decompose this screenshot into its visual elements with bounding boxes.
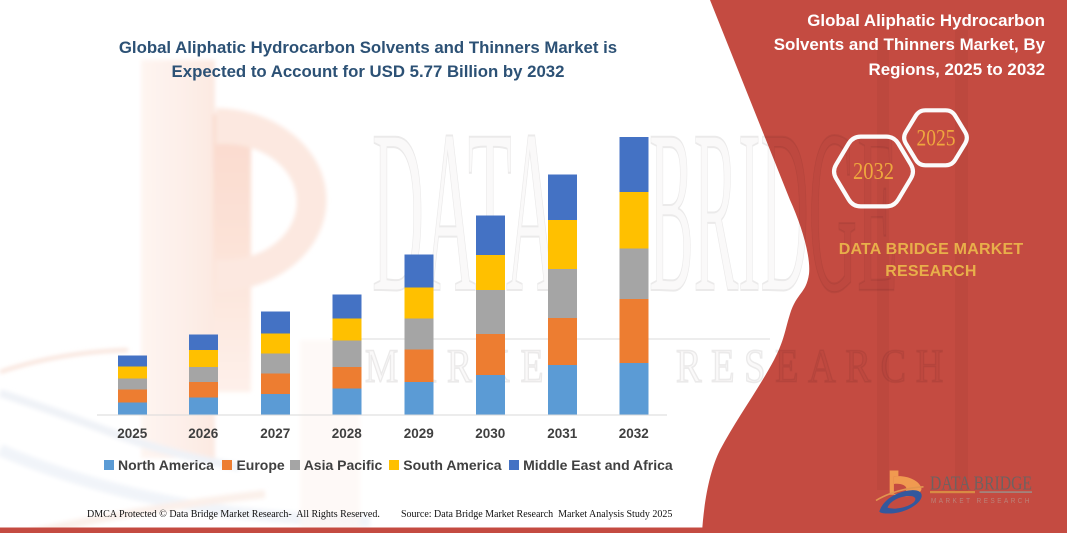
svg-text:MARKET: MARKET (365, 340, 588, 393)
svg-text:2025: 2025 (917, 126, 956, 152)
svg-text:2026: 2026 (188, 426, 219, 441)
svg-text:2030: 2030 (475, 426, 505, 441)
svg-text:2027: 2027 (260, 426, 290, 441)
svg-text:2032: 2032 (619, 426, 649, 441)
svg-text:2031: 2031 (547, 426, 578, 441)
svg-text:2029: 2029 (404, 426, 434, 441)
svg-text:2032: 2032 (853, 158, 894, 185)
svg-text:DATA BRIDGE: DATA BRIDGE (930, 474, 1032, 495)
svg-text:2025: 2025 (117, 426, 148, 441)
svg-text:2028: 2028 (332, 426, 363, 441)
svg-text:MARKET RESEARCH: MARKET RESEARCH (931, 496, 1032, 505)
svg-text:DATA: DATA (372, 81, 558, 341)
